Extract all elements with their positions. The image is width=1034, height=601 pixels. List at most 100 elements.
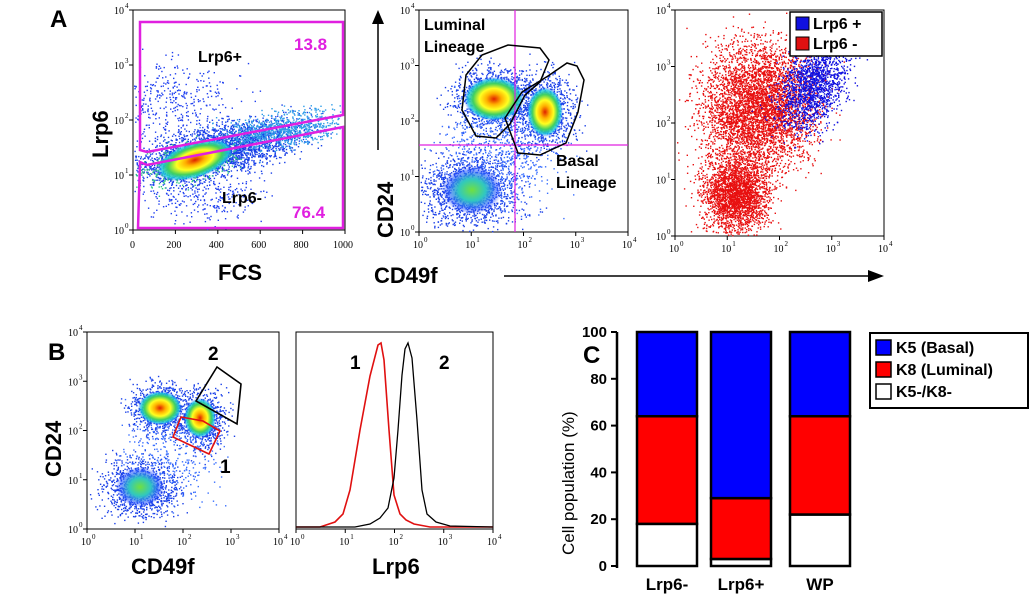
a1-dots-point	[150, 90, 152, 92]
a1-dots-point	[155, 174, 158, 176]
a1-dots-point	[146, 168, 148, 170]
a1-dots-point	[218, 125, 220, 127]
a1-dots-point	[187, 196, 189, 198]
a1-dots-point	[306, 125, 308, 127]
a1-dots-point	[251, 120, 253, 122]
a1-dots-point	[154, 166, 156, 169]
a1-dots-point	[325, 125, 327, 127]
a1-dots-point	[260, 138, 262, 140]
a1-dots-point	[172, 111, 174, 113]
a1-dots-point	[205, 85, 208, 87]
a1-dots-point	[268, 144, 271, 146]
a1-dots-point	[183, 192, 185, 195]
a1-dots-point	[273, 125, 275, 127]
a1-dots-point	[146, 171, 148, 173]
a1-dots-point	[177, 131, 179, 134]
a1-dots-point	[245, 186, 247, 189]
a1-dots-point	[197, 129, 199, 131]
a1-dots-point	[202, 126, 204, 129]
a1-dots-point	[230, 142, 232, 145]
a1-dots-point	[265, 155, 267, 157]
a1-dots-point	[270, 121, 273, 123]
a1-dots-point	[213, 171, 215, 174]
a1-dots-point	[286, 133, 288, 135]
a1-dots-point	[165, 149, 167, 152]
a1-dots-point	[188, 76, 190, 78]
a1-dots-point	[236, 138, 238, 140]
a1-dots-point	[204, 138, 206, 140]
a1-dots-point	[280, 119, 282, 122]
a1-dots-point	[183, 201, 185, 203]
a1-dots-point	[239, 151, 241, 154]
a1-dots-point	[153, 167, 155, 169]
a1-dots-point	[286, 130, 288, 132]
a1-dots-point	[234, 153, 236, 155]
a1-dots-point	[178, 141, 181, 144]
a1-dots-point	[150, 107, 153, 109]
a1-dots-point	[270, 172, 273, 174]
a1-dots-point	[230, 175, 232, 178]
a1-dots-point	[169, 90, 171, 92]
a1-dots-point	[141, 99, 143, 101]
a1-dots-point	[177, 125, 180, 127]
a1-dots-point	[187, 138, 189, 141]
a1-dots-point	[243, 144, 245, 146]
a1-dots-point	[275, 142, 278, 144]
a1-dots-point	[237, 156, 239, 158]
a1-dots-point	[196, 196, 199, 199]
a1-dots-point	[232, 136, 235, 138]
a1-dots-point	[246, 155, 248, 157]
a1-dots-point	[143, 177, 145, 180]
a1-dots-point	[244, 138, 246, 140]
a1-dots-point	[150, 159, 152, 161]
a1-dots-point	[265, 153, 268, 155]
a1-dots-point	[270, 133, 272, 136]
a1-dots-point	[142, 48, 144, 50]
a1-dots-point	[197, 134, 199, 136]
a1-dots-point	[200, 199, 202, 201]
a1-dots-point	[150, 153, 152, 156]
a1-dots-point	[233, 133, 235, 135]
a1-dots-point	[161, 149, 163, 152]
a1-dots-point	[228, 118, 230, 120]
a1-dots-point	[208, 217, 210, 219]
a1-dots-point	[165, 205, 167, 207]
a1-dots-point	[235, 149, 237, 152]
a1-dots-point	[170, 199, 172, 202]
a1-dots-point	[304, 118, 306, 121]
a1-dots-point	[256, 146, 258, 148]
a1-dots-point	[271, 124, 273, 126]
a1-dots-point	[255, 148, 258, 150]
a1-dots-point	[331, 123, 333, 125]
a1-dots-point	[203, 80, 205, 82]
a1-dots-point	[284, 161, 286, 164]
a1-dots-point	[247, 157, 250, 159]
a1-dots-point	[136, 162, 138, 164]
a1-dots-point	[214, 226, 216, 228]
a1-dots-point	[265, 124, 268, 127]
a1-dots-point	[211, 175, 214, 177]
a1-dots-point	[227, 170, 229, 173]
a1-dots-point	[226, 193, 228, 196]
a1-dots-point	[137, 118, 139, 120]
a1-dots-point	[171, 202, 173, 205]
a1-dots-point	[175, 102, 177, 104]
a1-dots-point	[256, 126, 259, 128]
a1-dots-point	[198, 137, 200, 139]
a1-dots-point	[242, 142, 244, 144]
a1-dots-point	[196, 135, 199, 137]
a1-dots-point	[163, 66, 165, 69]
a1-dots-point	[147, 207, 150, 209]
a1-dots-point	[270, 132, 273, 134]
a1-dots-point	[171, 199, 173, 201]
a1-dots-point	[259, 156, 262, 158]
a1-dots-point	[246, 138, 249, 141]
a1-dots-point	[159, 97, 161, 99]
a1-dots-point	[265, 134, 267, 136]
a1-dots-point	[292, 110, 294, 113]
a1-dots-point	[187, 187, 189, 189]
a1-dots-point	[258, 127, 260, 129]
a1-dots-point	[243, 126, 245, 128]
a1-dots-point	[223, 134, 226, 136]
a1-dots-point	[260, 126, 262, 129]
